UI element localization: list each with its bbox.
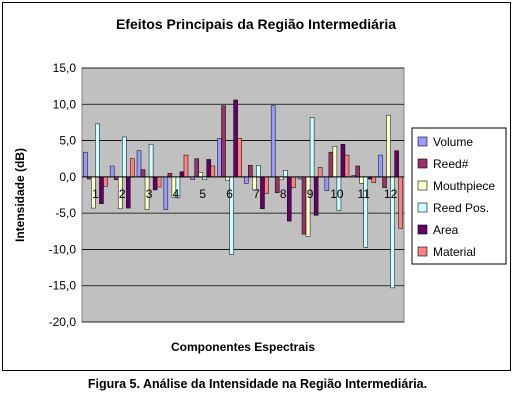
bar-material-1: [103, 176, 108, 187]
legend-swatch: [417, 180, 428, 191]
bar-chart: Efeitos Principais da Região Intermediár…: [13, 16, 507, 354]
legend-label: Area: [433, 223, 459, 237]
x-tick-label: 6: [226, 187, 233, 201]
x-tick-label: 8: [280, 187, 287, 201]
bar-reed-6: [221, 105, 226, 178]
bar-area-6: [233, 99, 238, 178]
bar-reed-5: [194, 158, 199, 178]
bar-area-5: [206, 159, 212, 178]
bar-material-11: [371, 176, 377, 183]
legend-label: Reed Pos.: [433, 201, 489, 215]
y-tick-label: 15,0: [53, 61, 77, 75]
chart-title: Efeitos Principais da Região Intermediár…: [116, 16, 396, 32]
bar-reed-4: [167, 172, 173, 178]
y-tick-labels: 15,0 10,0 5,0 0,0 -5,0 -10,0 -15,0 -20,0: [49, 61, 77, 329]
plot-area: [81, 67, 405, 323]
bar-mouthpiece-10: [332, 146, 338, 178]
bar-reed-pos-9: [309, 117, 315, 178]
legend-label: Volume: [433, 135, 473, 149]
bar-reed-pos-1: [95, 123, 100, 178]
bar-volume-7: [244, 176, 249, 184]
x-tick-label: 5: [199, 187, 206, 201]
bar-mouthpiece-5: [198, 172, 203, 178]
bar-area-1: [99, 176, 104, 204]
bar-mouthpiece-6: [225, 176, 230, 181]
x-tick-label: 2: [119, 187, 126, 201]
y-tick-label: -20,0: [49, 315, 77, 329]
y-tick-label: -10,0: [49, 242, 77, 256]
bar-material-2: [130, 158, 135, 178]
bar-material-9: [317, 167, 323, 178]
legend-label: Mouthpiece: [433, 179, 495, 193]
bar-mouthpiece-9: [305, 176, 311, 237]
bar-volume-10: [324, 176, 330, 191]
bar-area-12: [394, 150, 399, 178]
x-tick-labels: 1 2 3 4 5 6 7 8 9 10 11 12: [92, 187, 398, 201]
bar-reed-3: [140, 169, 146, 178]
legend-swatch: [417, 202, 428, 213]
bar-reed-pos-2: [122, 136, 127, 178]
legend-swatch: [417, 158, 428, 169]
legend-swatch: [417, 224, 428, 235]
bar-material-12: [398, 176, 403, 229]
x-tick-label: 9: [307, 187, 314, 201]
bar-material-8: [291, 176, 296, 189]
bar-area-8: [287, 176, 292, 222]
bar-material-10: [344, 154, 350, 178]
legend-swatch: [417, 246, 428, 257]
bar-material-6: [237, 138, 242, 178]
bar-reed-pos-3: [148, 143, 154, 178]
bar-volume-1: [83, 151, 88, 178]
y-tick-label: -15,0: [49, 279, 77, 293]
bar-area-10: [340, 143, 346, 178]
x-tick-label: 4: [173, 187, 180, 201]
bar-area-3: [152, 176, 158, 191]
bar-reed-11: [355, 165, 360, 178]
bar-material-3: [156, 176, 162, 188]
bar-reed-pos-8: [283, 170, 288, 178]
y-tick-label: 10,0: [53, 97, 77, 111]
bar-volume-6: [217, 138, 222, 178]
bar-material-4: [183, 154, 189, 178]
bar-area-4: [179, 171, 185, 178]
bar-volume-12: [378, 154, 383, 178]
bar-reed-9: [301, 176, 307, 235]
bar-mouthpiece-11: [359, 176, 364, 184]
bar-volume-2: [109, 165, 115, 178]
bar-area-2: [126, 176, 131, 209]
bar-material-5: [210, 165, 216, 178]
bar-area-9: [313, 176, 319, 216]
bar-reed-7: [248, 165, 253, 178]
x-axis-label: Componentes Espectrais: [171, 340, 315, 354]
figure-caption: Figura 5. Análise da Intensidade na Regi…: [87, 377, 428, 391]
x-tick-label: 3: [146, 187, 153, 201]
x-tick-label: 12: [384, 187, 398, 201]
bar-area-7: [260, 176, 265, 210]
bar-mouthpiece-12: [386, 114, 391, 178]
y-tick-label: 0,0: [59, 170, 76, 184]
legend-label: Material: [433, 245, 476, 259]
x-tick-label: 7: [253, 187, 260, 201]
bar-reed-8: [274, 176, 280, 194]
legend-box: [411, 127, 507, 265]
legend-swatch: [417, 136, 428, 147]
y-axis-label: Intensidade (dB): [13, 148, 27, 242]
y-tick-label: 5,0: [59, 134, 76, 148]
bar-reed-pos-7: [256, 165, 261, 178]
x-tick-label: 11: [358, 187, 371, 201]
y-tick-label: -5,0: [55, 206, 76, 220]
x-tick-label: 1: [92, 187, 99, 201]
bar-volume-4: [163, 176, 169, 210]
legend: Volume Reed# Mouthpiece Reed Pos. Area Materi…: [411, 127, 507, 265]
bar-material-7: [264, 176, 269, 194]
bar-volume-3: [136, 150, 142, 178]
x-tick-label: 10: [330, 187, 344, 201]
legend-label: Reed#: [433, 157, 469, 171]
bar-volume-8: [270, 105, 276, 178]
bar-reed-10: [328, 151, 334, 178]
